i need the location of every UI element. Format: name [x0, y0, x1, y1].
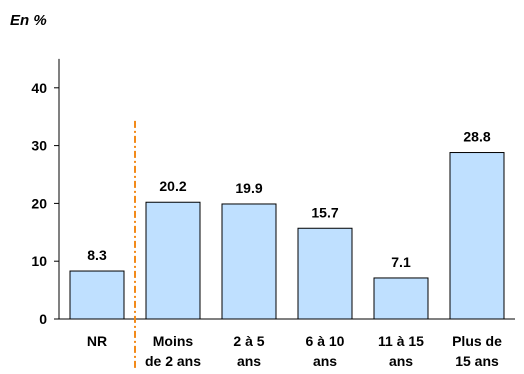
category-label: ans	[313, 353, 337, 369]
category-label: 6 à 10	[306, 333, 345, 349]
data-label: 20.2	[159, 178, 186, 194]
data-label: 19.9	[235, 180, 262, 196]
bar	[69, 270, 125, 320]
data-label: 28.8	[463, 129, 490, 145]
data-label: 8.3	[87, 247, 107, 263]
data-label: 7.1	[391, 254, 411, 270]
bars-layer	[69, 152, 505, 320]
unit-label: En %	[10, 12, 47, 29]
category-label: Plus de	[452, 333, 502, 349]
category-label: ans	[389, 353, 413, 369]
data-label: 15.7	[311, 204, 338, 220]
labels-layer: 8.3 NR 20.2 Moins de 2 ans 19.9 2 à 5 ans 15.7 6 …	[87, 129, 502, 369]
category-label: 15 ans	[455, 353, 499, 369]
y-tick-label: 20	[31, 195, 47, 211]
axis-layer: 0 10 20 30 40	[31, 58, 515, 370]
category-label: 2 à 5	[233, 333, 264, 349]
bar	[297, 227, 353, 320]
y-tick-label: 0	[39, 311, 47, 327]
y-tick-label: 10	[31, 253, 47, 269]
bar	[145, 201, 201, 320]
category-label: 11 à 15	[378, 333, 424, 349]
category-label: ans	[237, 353, 261, 369]
y-tick-label: 40	[31, 80, 47, 96]
category-label: Moins	[153, 333, 194, 349]
bar	[373, 277, 429, 320]
y-tick-label: 30	[31, 138, 47, 154]
category-label: NR	[87, 333, 107, 349]
bar	[449, 152, 505, 320]
category-label: de 2 ans	[145, 353, 201, 369]
bar	[221, 203, 277, 320]
